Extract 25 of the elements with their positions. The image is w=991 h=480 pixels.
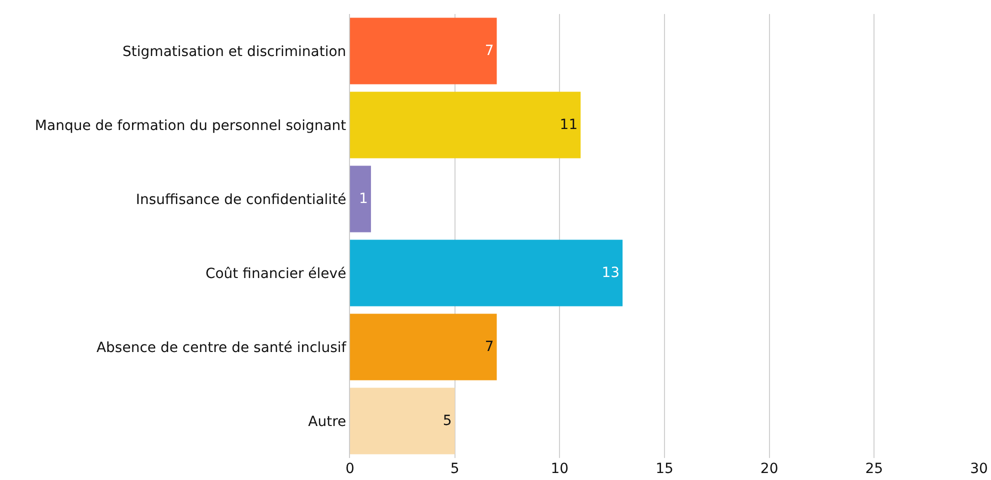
x-tick-label: 5 [450,461,460,477]
x-tick-label: 30 [970,461,988,477]
bar [350,166,371,232]
data-label: 7 [484,339,494,355]
bar [350,18,497,84]
x-tick-label: 25 [865,461,884,477]
data-label: 7 [484,43,494,59]
y-tick-label: Manque de formation du personnel soignant [34,118,347,134]
data-label: 1 [359,191,368,207]
data-label: 11 [560,117,578,133]
bar [350,314,497,380]
bar [350,240,623,306]
data-label: 5 [442,413,452,429]
x-tick-label: 15 [656,461,674,477]
x-tick-label: 20 [760,461,778,477]
x-tick-label: 10 [550,461,569,477]
y-tick-label: Absence de centre de santé inclusif [96,340,348,356]
y-tick-label: Autre [308,414,346,430]
data-label: 13 [602,265,620,281]
x-tick-label: 0 [346,461,354,477]
bar [350,92,581,158]
bar [350,388,455,454]
y-tick-label: Coût financier élevé [205,266,346,282]
y-tick-label: Insuffisance de confidentialité [136,192,346,208]
y-tick-label: Stigmatisation et discrimination [122,44,346,60]
